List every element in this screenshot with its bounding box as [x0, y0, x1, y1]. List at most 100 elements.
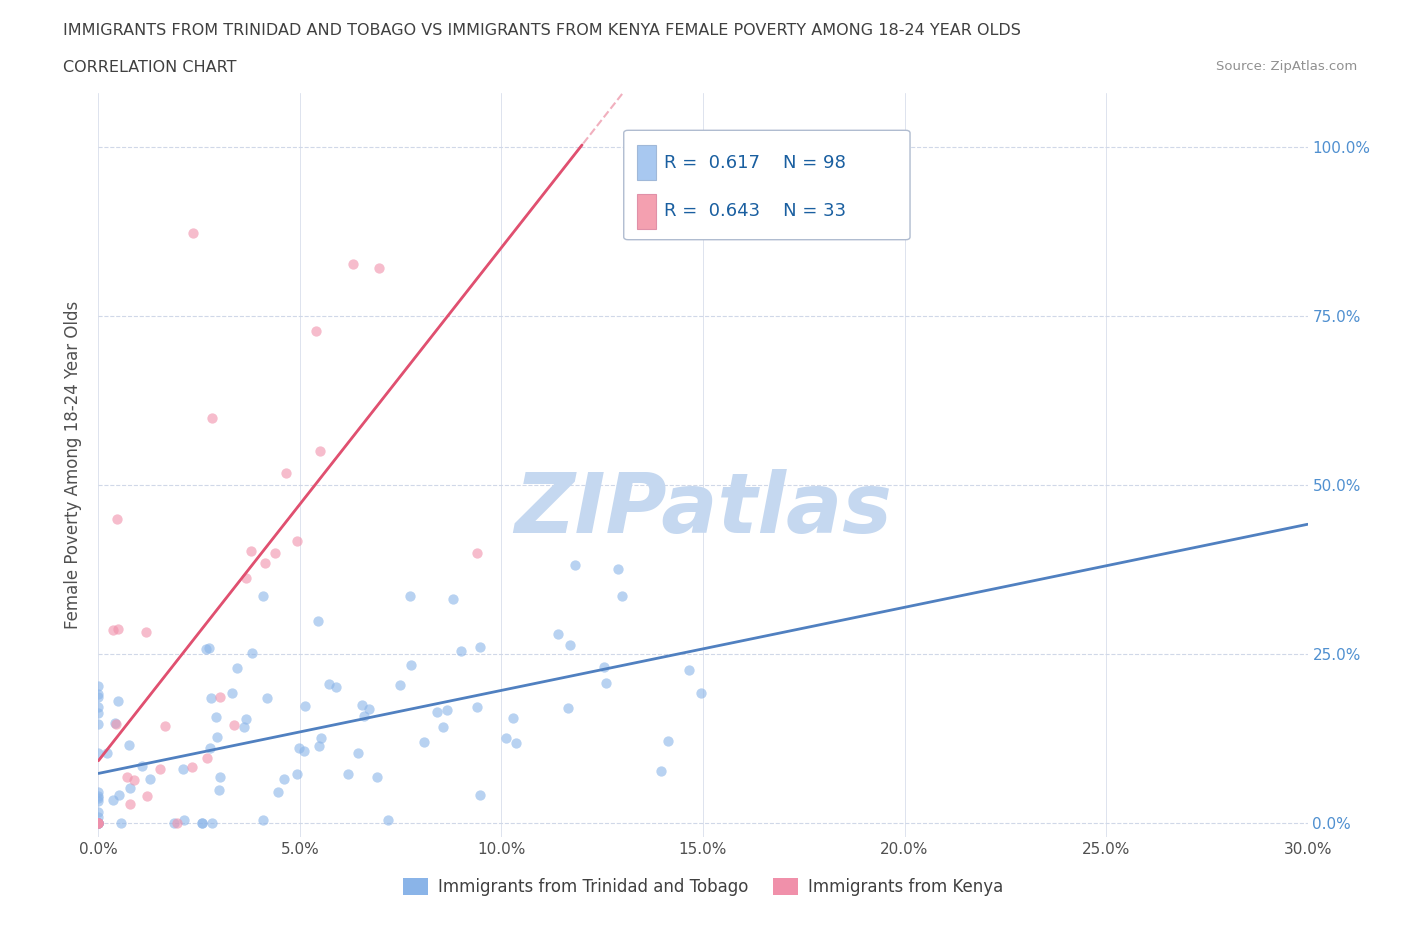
Point — [118, 796, 141, 811]
Point — [87, 816, 110, 830]
Point — [288, 740, 311, 755]
Point — [377, 813, 399, 828]
Point — [205, 709, 228, 724]
Point — [436, 703, 458, 718]
Point — [222, 717, 245, 732]
Point — [221, 685, 243, 700]
Point — [101, 622, 124, 637]
Point — [110, 816, 132, 830]
Point — [172, 762, 194, 777]
Point — [87, 789, 110, 804]
Point — [432, 720, 454, 735]
Point — [87, 686, 110, 701]
Point — [87, 816, 110, 830]
Point — [267, 785, 290, 800]
Point — [308, 738, 330, 753]
Point — [191, 816, 214, 830]
Point — [104, 716, 127, 731]
Point — [285, 534, 308, 549]
Point — [200, 740, 222, 755]
Point — [468, 787, 491, 802]
Point — [181, 225, 204, 240]
Legend: Immigrants from Trinidad and Tobago, Immigrants from Kenya: Immigrants from Trinidad and Tobago, Imm… — [396, 871, 1010, 903]
Point — [263, 545, 285, 560]
Point — [108, 788, 131, 803]
Point — [87, 791, 110, 806]
Point — [118, 737, 141, 752]
Point — [353, 709, 375, 724]
Point — [122, 773, 145, 788]
Point — [87, 816, 110, 830]
Point — [135, 789, 157, 804]
Point — [252, 589, 274, 604]
Point — [612, 589, 634, 604]
Point — [399, 658, 422, 672]
Point — [107, 621, 129, 636]
Point — [342, 257, 364, 272]
Point — [197, 641, 219, 656]
Point — [606, 561, 628, 576]
Point — [87, 816, 110, 830]
Point — [650, 764, 672, 778]
Point — [325, 679, 347, 694]
Text: R =  0.617    N = 98: R = 0.617 N = 98 — [664, 153, 846, 172]
Point — [181, 760, 204, 775]
Text: CORRELATION CHART: CORRELATION CHART — [63, 60, 236, 75]
Point — [105, 512, 128, 526]
Point — [240, 543, 263, 558]
Point — [413, 735, 436, 750]
Point — [505, 736, 527, 751]
Point — [138, 772, 160, 787]
Point — [252, 812, 274, 827]
Point — [253, 556, 276, 571]
Point — [337, 766, 360, 781]
Point — [153, 719, 176, 734]
Point — [195, 751, 218, 765]
Point — [256, 690, 278, 705]
Point — [657, 734, 679, 749]
Point — [201, 816, 224, 830]
Point — [467, 545, 489, 560]
Point — [209, 689, 232, 704]
Point — [96, 746, 118, 761]
Text: ZIPatlas: ZIPatlas — [515, 469, 891, 551]
Point — [166, 816, 188, 830]
Point — [115, 769, 138, 784]
Point — [678, 663, 700, 678]
Point — [273, 771, 295, 786]
Point — [104, 715, 127, 730]
Point — [347, 746, 370, 761]
Point — [87, 816, 110, 830]
Point — [208, 782, 231, 797]
Point — [87, 816, 110, 830]
Point — [557, 700, 579, 715]
Point — [87, 816, 110, 830]
Point — [149, 762, 172, 777]
Point — [200, 691, 222, 706]
Point — [292, 743, 315, 758]
Point — [194, 642, 217, 657]
Point — [595, 675, 617, 690]
Point — [205, 729, 228, 744]
Text: IMMIGRANTS FROM TRINIDAD AND TOBAGO VS IMMIGRANTS FROM KENYA FEMALE POVERTY AMON: IMMIGRANTS FROM TRINIDAD AND TOBAGO VS I… — [63, 23, 1021, 38]
Text: Source: ZipAtlas.com: Source: ZipAtlas.com — [1216, 60, 1357, 73]
Point — [593, 659, 616, 674]
Point — [87, 816, 110, 830]
Point — [470, 640, 492, 655]
Point — [87, 716, 110, 731]
Point — [87, 816, 110, 830]
Point — [558, 638, 581, 653]
Point — [173, 812, 195, 827]
Point — [87, 699, 110, 714]
Point — [135, 625, 157, 640]
Point — [87, 689, 110, 704]
Point — [87, 746, 110, 761]
Point — [131, 759, 153, 774]
Point — [87, 793, 110, 808]
Point — [233, 719, 256, 734]
Point — [274, 466, 297, 481]
Point — [367, 261, 389, 276]
Point — [357, 702, 380, 717]
Point — [225, 660, 247, 675]
Point — [426, 704, 449, 719]
